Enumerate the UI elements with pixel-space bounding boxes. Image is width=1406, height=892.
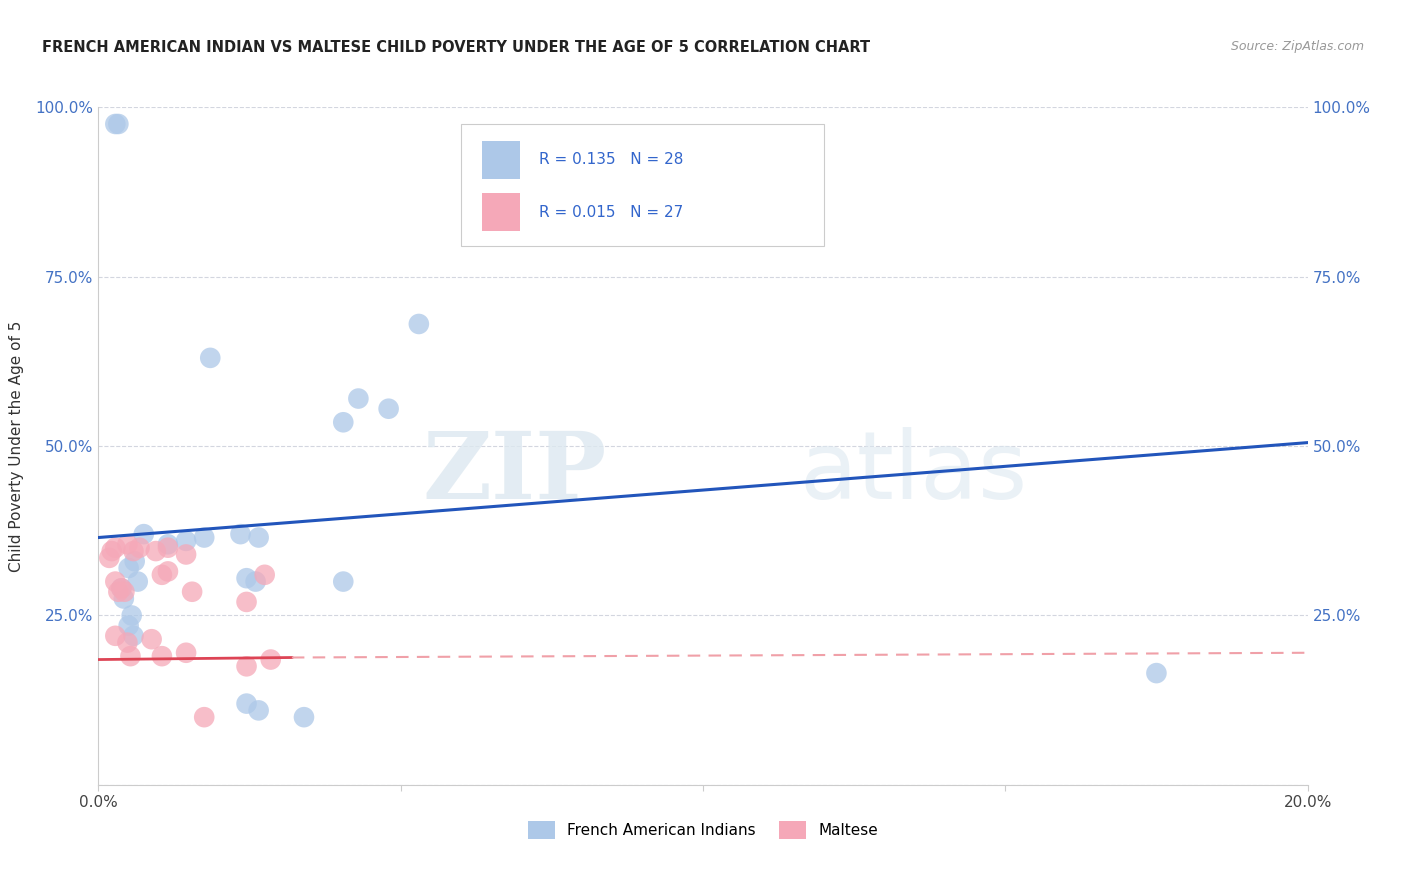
Point [110,582,132,596]
Point [193,710,215,724]
Point [98,550,121,565]
Point [104,574,127,589]
Y-axis label: Child Poverty Under the Age of 5: Child Poverty Under the Age of 5 [10,320,24,572]
Point [128,541,150,555]
Point [245,574,267,589]
Point [107,117,129,131]
Point [408,317,430,331]
Point [235,659,257,673]
Point [118,618,141,632]
Point [145,544,167,558]
Point [1146,666,1168,681]
Point [229,527,252,541]
Point [247,703,270,717]
Text: R = 0.135   N = 28: R = 0.135 N = 28 [538,153,683,168]
Point [124,554,146,568]
Point [200,351,222,365]
Point [332,574,354,589]
Point [260,652,283,666]
Point [118,561,141,575]
Text: ZIP: ZIP [422,428,606,518]
Point [117,537,139,551]
Point [174,548,197,562]
Bar [482,141,520,178]
Point [156,565,179,579]
Point [110,582,132,596]
Bar [482,194,520,231]
Point [112,591,135,606]
Point [174,646,197,660]
Point [150,567,173,582]
Point [156,537,179,551]
Point [235,697,257,711]
Point [332,415,354,429]
Point [132,527,155,541]
Point [347,392,370,406]
Point [193,531,215,545]
Point [112,584,135,599]
Point [100,544,122,558]
Text: atlas: atlas [800,427,1028,519]
Point [150,649,173,664]
Point [181,584,204,599]
Point [235,571,257,585]
Point [247,531,270,545]
Point [127,574,149,589]
Text: Source: ZipAtlas.com: Source: ZipAtlas.com [1230,40,1364,54]
Point [156,541,179,555]
Point [117,635,139,649]
Text: FRENCH AMERICAN INDIAN VS MALTESE CHILD POVERTY UNDER THE AGE OF 5 CORRELATION C: FRENCH AMERICAN INDIAN VS MALTESE CHILD … [42,40,870,55]
Legend: French American Indians, Maltese: French American Indians, Maltese [522,815,884,845]
Point [121,608,143,623]
Point [107,584,129,599]
Point [122,544,145,558]
FancyBboxPatch shape [461,124,824,246]
Point [253,567,276,582]
Point [120,649,142,664]
Point [292,710,315,724]
Point [104,117,127,131]
Text: R = 0.015   N = 27: R = 0.015 N = 27 [538,204,683,219]
Point [141,632,163,647]
Point [104,541,127,555]
Point [174,533,197,548]
Point [377,401,399,416]
Point [104,629,127,643]
Point [122,629,145,643]
Point [235,595,257,609]
